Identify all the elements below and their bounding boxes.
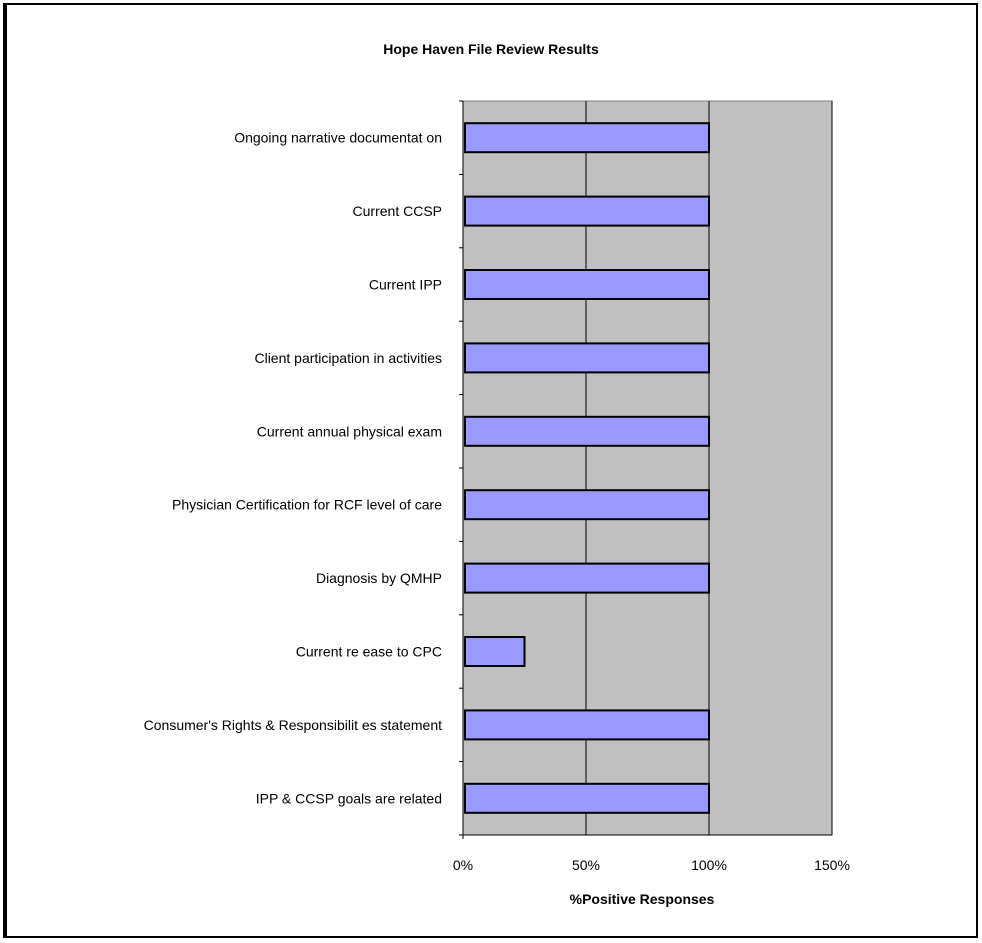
category-label-4: Current annual physical exam: [257, 423, 442, 439]
bars: [464, 122, 710, 814]
bar-7: [464, 636, 526, 667]
category-label-5: Physician Certification for RCF level of…: [172, 497, 442, 513]
bar-8: [464, 709, 710, 741]
bar-2: [464, 269, 710, 300]
category-label-7: Current re ease to CPC: [296, 644, 442, 660]
x-axis-title: %Positive Responses: [570, 891, 715, 907]
category-label-6: Diagnosis by QMHP: [316, 570, 442, 586]
bar-3: [464, 342, 710, 374]
x-tick-labels: 0% 50% 100% 150%: [453, 857, 850, 873]
category-label-2: Current IPP: [369, 277, 442, 293]
chart-title: Hope Haven File Review Results: [383, 41, 599, 57]
category-labels: Ongoing narrative documentat on Current C…: [144, 130, 443, 807]
category-label-0: Ongoing narrative documentat on: [234, 130, 442, 146]
category-label-1: Current CCSP: [353, 203, 442, 219]
category-label-3: Client participation in activities: [254, 350, 442, 366]
x-tick-label-3: 150%: [814, 857, 850, 873]
x-tick-label-0: 0%: [453, 857, 473, 873]
x-tick-label-1: 50%: [572, 857, 600, 873]
bar-9: [464, 782, 710, 814]
bar-4: [464, 415, 710, 447]
y-axis-ticks: [459, 100, 463, 836]
x-tick-label-2: 100%: [691, 857, 727, 873]
category-label-9: IPP & CCSP goals are related: [256, 790, 442, 806]
bar-5: [464, 489, 710, 521]
bar-0: [464, 122, 710, 154]
bar-6: [464, 562, 710, 594]
bar-1: [464, 195, 710, 227]
category-label-8: Consumer's Rights & Responsibilit es sta…: [144, 717, 442, 733]
